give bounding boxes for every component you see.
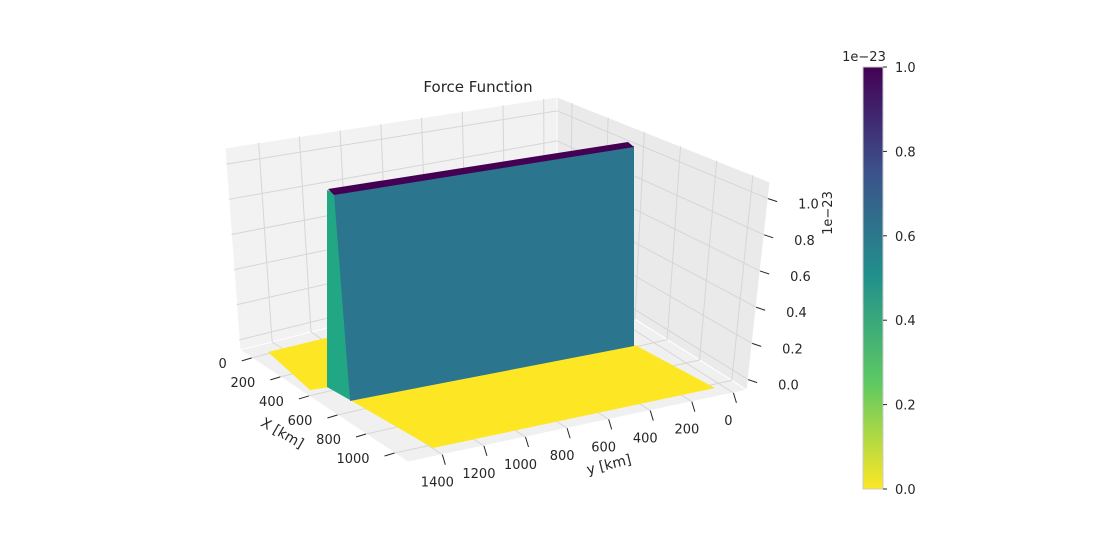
colorbar: 1e−23 0.0 0.2 0.4 0.6 0.8 1.0	[842, 50, 916, 498]
colorbar-tick-label: 0.2	[895, 399, 916, 414]
y-tick-mark	[525, 436, 529, 448]
y-tick-label: 0	[724, 414, 732, 429]
y-tick-label: 1200	[462, 467, 495, 482]
y-axis-title: y [km]	[585, 452, 633, 479]
colorbar-tick-label: 0.0	[895, 483, 916, 498]
colorbar-offset-label: 1e−23	[842, 50, 886, 65]
x-grid-line-vertical	[731, 175, 754, 381]
surface-side-wall	[327, 190, 350, 400]
y-tick-mark	[608, 419, 613, 430]
z-tick-mark	[768, 198, 778, 203]
y-tick-mark	[649, 410, 654, 421]
surface-base-right	[350, 345, 715, 448]
z-tick-mark	[763, 234, 774, 239]
x-grid-line-vertical	[634, 131, 645, 320]
z-tick-mark	[747, 379, 758, 384]
z-axis-offset-label: 1e−23	[821, 191, 836, 235]
y-tick-label: 200	[674, 423, 699, 438]
x-tick-label: 400	[259, 395, 284, 410]
z-tick-label: 0.6	[790, 270, 811, 285]
y-tick-label: 1000	[504, 458, 537, 473]
z-tick-label: 0.4	[786, 306, 807, 321]
colorbar-gradient	[862, 66, 884, 490]
x-tick-label: 600	[288, 414, 313, 429]
axes-ticks: 0200400600800100002004006008001000120014…	[218, 198, 818, 491]
surface-base-left	[268, 337, 337, 390]
z-grid-line	[228, 140, 765, 236]
x-tick-mark	[327, 414, 338, 419]
x-tick-mark	[384, 452, 395, 457]
y-tick-mark	[483, 445, 488, 457]
z-grid-line	[226, 110, 769, 200]
colorbar-tick-label: 0.6	[895, 230, 916, 245]
y-tick-label: 800	[550, 449, 575, 464]
x-grid-line-vertical	[666, 146, 682, 340]
x-tick-label: 200	[230, 376, 255, 391]
z-tick-mark	[759, 270, 770, 275]
colorbar-tick-label: 0.8	[895, 145, 916, 160]
x-tick-mark	[355, 433, 367, 438]
y-tick-label: 400	[633, 432, 658, 447]
y-tick-label: 600	[591, 440, 616, 455]
y-tick-mark	[441, 454, 446, 465]
x-tick-mark	[298, 395, 310, 400]
y-tick-mark	[566, 428, 571, 439]
x-tick-label: 800	[316, 433, 341, 448]
surface-top-edge	[328, 142, 634, 195]
y-grid-line-vertical	[298, 136, 312, 333]
y-grid-line-vertical	[258, 142, 273, 342]
colorbar-tick-label: 1.0	[895, 61, 916, 76]
x-grid-line-vertical	[699, 160, 718, 361]
surface-plot	[268, 142, 715, 448]
y-tick-mark	[732, 392, 737, 404]
x-tick-mark	[241, 357, 252, 362]
z-tick-label: 0.0	[778, 379, 799, 394]
x-tick-mark	[270, 376, 281, 381]
chart-title: Force Function	[423, 78, 532, 96]
z-tick-label: 0.2	[782, 342, 803, 357]
x-tick-label: 0	[218, 357, 226, 372]
colorbar-tick-label: 0.4	[895, 314, 916, 329]
surface-front-wall	[334, 146, 634, 401]
z-tick-mark	[755, 306, 766, 311]
z-tick-label: 1.0	[798, 198, 819, 213]
y-tick-label: 1400	[421, 476, 454, 491]
colorbar-ticks: 0.0 0.2 0.4 0.6 0.8 1.0	[883, 61, 916, 498]
z-tick-label: 0.8	[794, 234, 815, 249]
x-tick-label: 1000	[336, 452, 369, 467]
y-tick-mark	[691, 401, 696, 412]
z-tick-mark	[751, 342, 762, 347]
